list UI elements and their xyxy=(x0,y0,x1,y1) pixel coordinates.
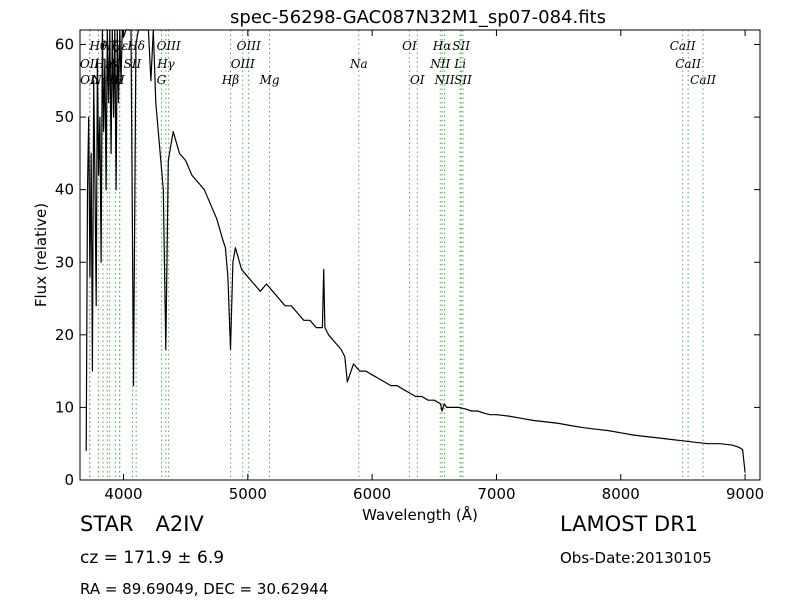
line-label: OIII xyxy=(237,39,261,53)
line-label: SII xyxy=(452,39,470,53)
line-label: Hα xyxy=(432,39,452,53)
line-label: Li xyxy=(453,57,466,71)
line-label: OII xyxy=(80,73,100,87)
line-label: OI xyxy=(410,73,425,87)
x-tick-label: 7000 xyxy=(477,485,515,503)
plot-frame xyxy=(79,29,761,481)
y-tick-label: 20 xyxy=(55,326,74,344)
line-label: OI xyxy=(402,39,417,53)
x-tick-label: 8000 xyxy=(602,485,640,503)
coordinates-label: RA = 89.69049, DEC = 30.62944 xyxy=(80,580,329,598)
spectral-line-markers: OIIOIIHθHηNeIIIHζKHHεSIIHδGHγOIIIHβOIIIO… xyxy=(80,30,716,480)
chart-title: spec-56298-GAC087N32M1_sp07-084.fits xyxy=(230,7,606,28)
spectrum-series xyxy=(85,29,746,473)
line-label: Hγ xyxy=(156,57,175,71)
x-tick-label: 6000 xyxy=(353,485,391,503)
y-tick-label: 0 xyxy=(64,471,74,489)
x-axis-label: Wavelength (Å) xyxy=(362,505,478,524)
line-label: SII xyxy=(454,73,472,87)
object-class: STAR A2IV xyxy=(80,512,204,536)
y-axis-label: Flux (relative) xyxy=(32,203,50,307)
spectrum-line xyxy=(85,29,746,473)
x-tick-label: 4000 xyxy=(104,485,142,503)
y-tick-label: 10 xyxy=(55,398,74,416)
subclass-label: A2IV xyxy=(155,512,204,536)
y-tick-label: 60 xyxy=(55,36,74,54)
line-label: NII xyxy=(429,57,450,71)
line-label: G xyxy=(157,73,167,87)
axes: 4000 5000 6000 7000 8000 9000 0 10 20 30 40 50 60 xyxy=(55,29,764,503)
y-tick-label: 50 xyxy=(55,108,74,126)
line-label: CaII xyxy=(675,57,701,71)
x-tick-label: 5000 xyxy=(229,485,267,503)
line-label: Hβ xyxy=(221,73,239,87)
class-label: STAR xyxy=(80,512,134,536)
line-label: CaII xyxy=(670,39,696,53)
line-label: NII xyxy=(434,73,455,87)
line-label: SII xyxy=(124,57,142,71)
obs-date-label: Obs-Date:20130105 xyxy=(560,549,712,567)
line-label: CaII xyxy=(690,73,716,87)
line-label: OIII xyxy=(231,57,255,71)
line-label: OIII xyxy=(157,39,181,53)
line-label: Mg xyxy=(259,73,280,87)
redshift-label: cz = 171.9 ± 6.9 xyxy=(80,548,225,568)
y-tick-label: 40 xyxy=(55,181,74,199)
line-label: OII xyxy=(80,57,100,71)
x-tick-label: 9000 xyxy=(726,485,764,503)
y-tick-label: 30 xyxy=(55,253,74,271)
survey-label: LAMOST DR1 xyxy=(560,512,699,536)
line-label: Na xyxy=(349,57,368,71)
